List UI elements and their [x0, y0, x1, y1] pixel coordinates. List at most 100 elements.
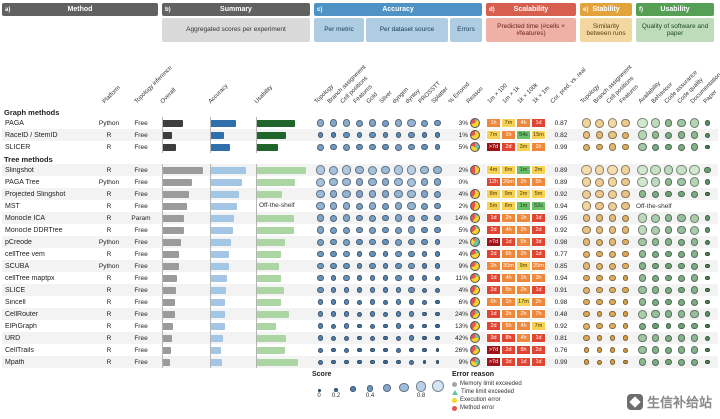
predicted-time-cell: 6h — [501, 249, 516, 259]
usability-cell — [662, 308, 675, 320]
predicted-time-cell: 4h — [516, 118, 531, 128]
stability-cell — [606, 356, 619, 368]
usability-circle — [690, 238, 699, 246]
stability-cell — [619, 141, 632, 153]
accuracy-circle — [382, 202, 389, 210]
error-pie-cell — [468, 224, 482, 236]
legend-item: Memory limit exceeded — [452, 380, 522, 388]
method-name: Monocle ICA — [5, 214, 46, 222]
correlation-value: 0.87 — [554, 119, 568, 127]
accuracy-metric-cell — [340, 308, 353, 320]
accuracy-circle — [344, 359, 349, 365]
usability-circle — [638, 358, 647, 366]
stability-cell — [606, 260, 619, 272]
section-tag: d) — [489, 6, 495, 13]
usability-bar-track — [256, 272, 310, 284]
stability-circle — [596, 143, 603, 151]
stability-circle — [595, 201, 604, 211]
accuracy-source-cell — [418, 224, 431, 236]
stability-cell — [593, 200, 606, 212]
usability-circle — [650, 177, 661, 187]
accuracy-source-cell — [392, 272, 405, 284]
stability-circle — [581, 177, 592, 187]
predicted-time-cell: 1d — [486, 309, 501, 319]
accuracy-metric-cell — [340, 164, 353, 176]
accuracy-metric-cell — [340, 260, 353, 272]
usability-circle — [705, 299, 710, 305]
accuracy-bar — [211, 190, 239, 198]
usability-cell — [675, 248, 688, 260]
correlation-value: 0.89 — [554, 166, 568, 174]
overall-bar — [163, 119, 183, 127]
stability-circle — [608, 130, 617, 140]
accuracy-circle — [368, 119, 377, 127]
accuracy-circle — [356, 119, 363, 127]
stability-circle — [620, 165, 631, 175]
accuracy-metric-cell — [327, 332, 340, 344]
accuracy-source-cell — [366, 344, 379, 356]
accuracy-bar — [211, 143, 230, 151]
usability-bar — [257, 131, 287, 139]
accuracy-metric-cell — [327, 284, 340, 296]
accuracy-metric-cell — [314, 248, 327, 260]
usability-bar — [257, 238, 285, 246]
accuracy-source-cell — [392, 141, 405, 153]
correlation-value: 0.48 — [554, 310, 568, 318]
column-label: Usability — [253, 84, 275, 105]
accuracy-source-cell — [379, 200, 392, 212]
usability-bar-track — [256, 260, 310, 272]
usability-bar — [257, 178, 296, 186]
predicted-time-cell: 7m — [486, 130, 501, 140]
predicted-time-cell: 2h — [486, 261, 501, 271]
score-circle — [350, 386, 356, 392]
stability-cell — [619, 164, 632, 176]
stability-circle — [622, 299, 629, 305]
summary-subtitle: Aggregated scores per experiment — [162, 18, 310, 42]
accuracy-circle — [434, 239, 441, 245]
stability-circle — [596, 286, 603, 294]
predicted-time-cell: 8m — [501, 201, 516, 211]
overall-bar — [163, 226, 184, 234]
usability-bar-track — [256, 344, 310, 356]
legend-item-label: Execution error — [460, 397, 501, 403]
accuracy-source-cell — [418, 344, 431, 356]
tab-per-dataset-source: Per dataset source — [366, 18, 448, 42]
stability-cell — [580, 344, 593, 356]
predicted-time-cell: 3d — [501, 357, 516, 367]
usability-cell — [701, 212, 714, 224]
error-pie-cell — [468, 284, 482, 296]
accuracy-source-cell — [431, 356, 444, 368]
accuracy-source-cell — [431, 200, 444, 212]
accuracy-source-cell — [418, 356, 431, 368]
overall-bar — [163, 202, 187, 210]
stability-cell — [580, 332, 593, 344]
errored-percent: 2% — [458, 202, 468, 210]
usability-cell — [636, 356, 649, 368]
topology-cell: Free — [134, 334, 148, 342]
platform-cell: Python — [98, 178, 120, 186]
usability-cell — [701, 236, 714, 248]
accuracy-circle — [395, 143, 402, 151]
accuracy-source-cell — [379, 296, 392, 308]
platform-cell: R — [106, 214, 112, 222]
predicted-time-cell: 1d — [486, 273, 501, 283]
accuracy-circle — [316, 119, 325, 127]
stability-cell — [606, 176, 619, 188]
usability-bar-track — [256, 296, 310, 308]
accuracy-circle — [409, 359, 414, 365]
overall-bar — [163, 238, 181, 246]
accuracy-circle — [370, 359, 375, 365]
stability-cell — [580, 284, 593, 296]
usability-circle — [689, 177, 700, 187]
accuracy-circle — [329, 190, 338, 198]
stability-circle — [583, 334, 590, 342]
accuracy-circle — [355, 190, 364, 198]
usability-circle — [665, 346, 672, 354]
usability-circle — [677, 334, 686, 342]
predicted-time-cell: 54s — [516, 130, 531, 140]
usability-cell — [636, 248, 649, 260]
stability-cell — [606, 224, 619, 236]
accuracy-circle — [434, 214, 441, 222]
accuracy-circle — [343, 238, 350, 246]
stability-cell — [619, 176, 632, 188]
